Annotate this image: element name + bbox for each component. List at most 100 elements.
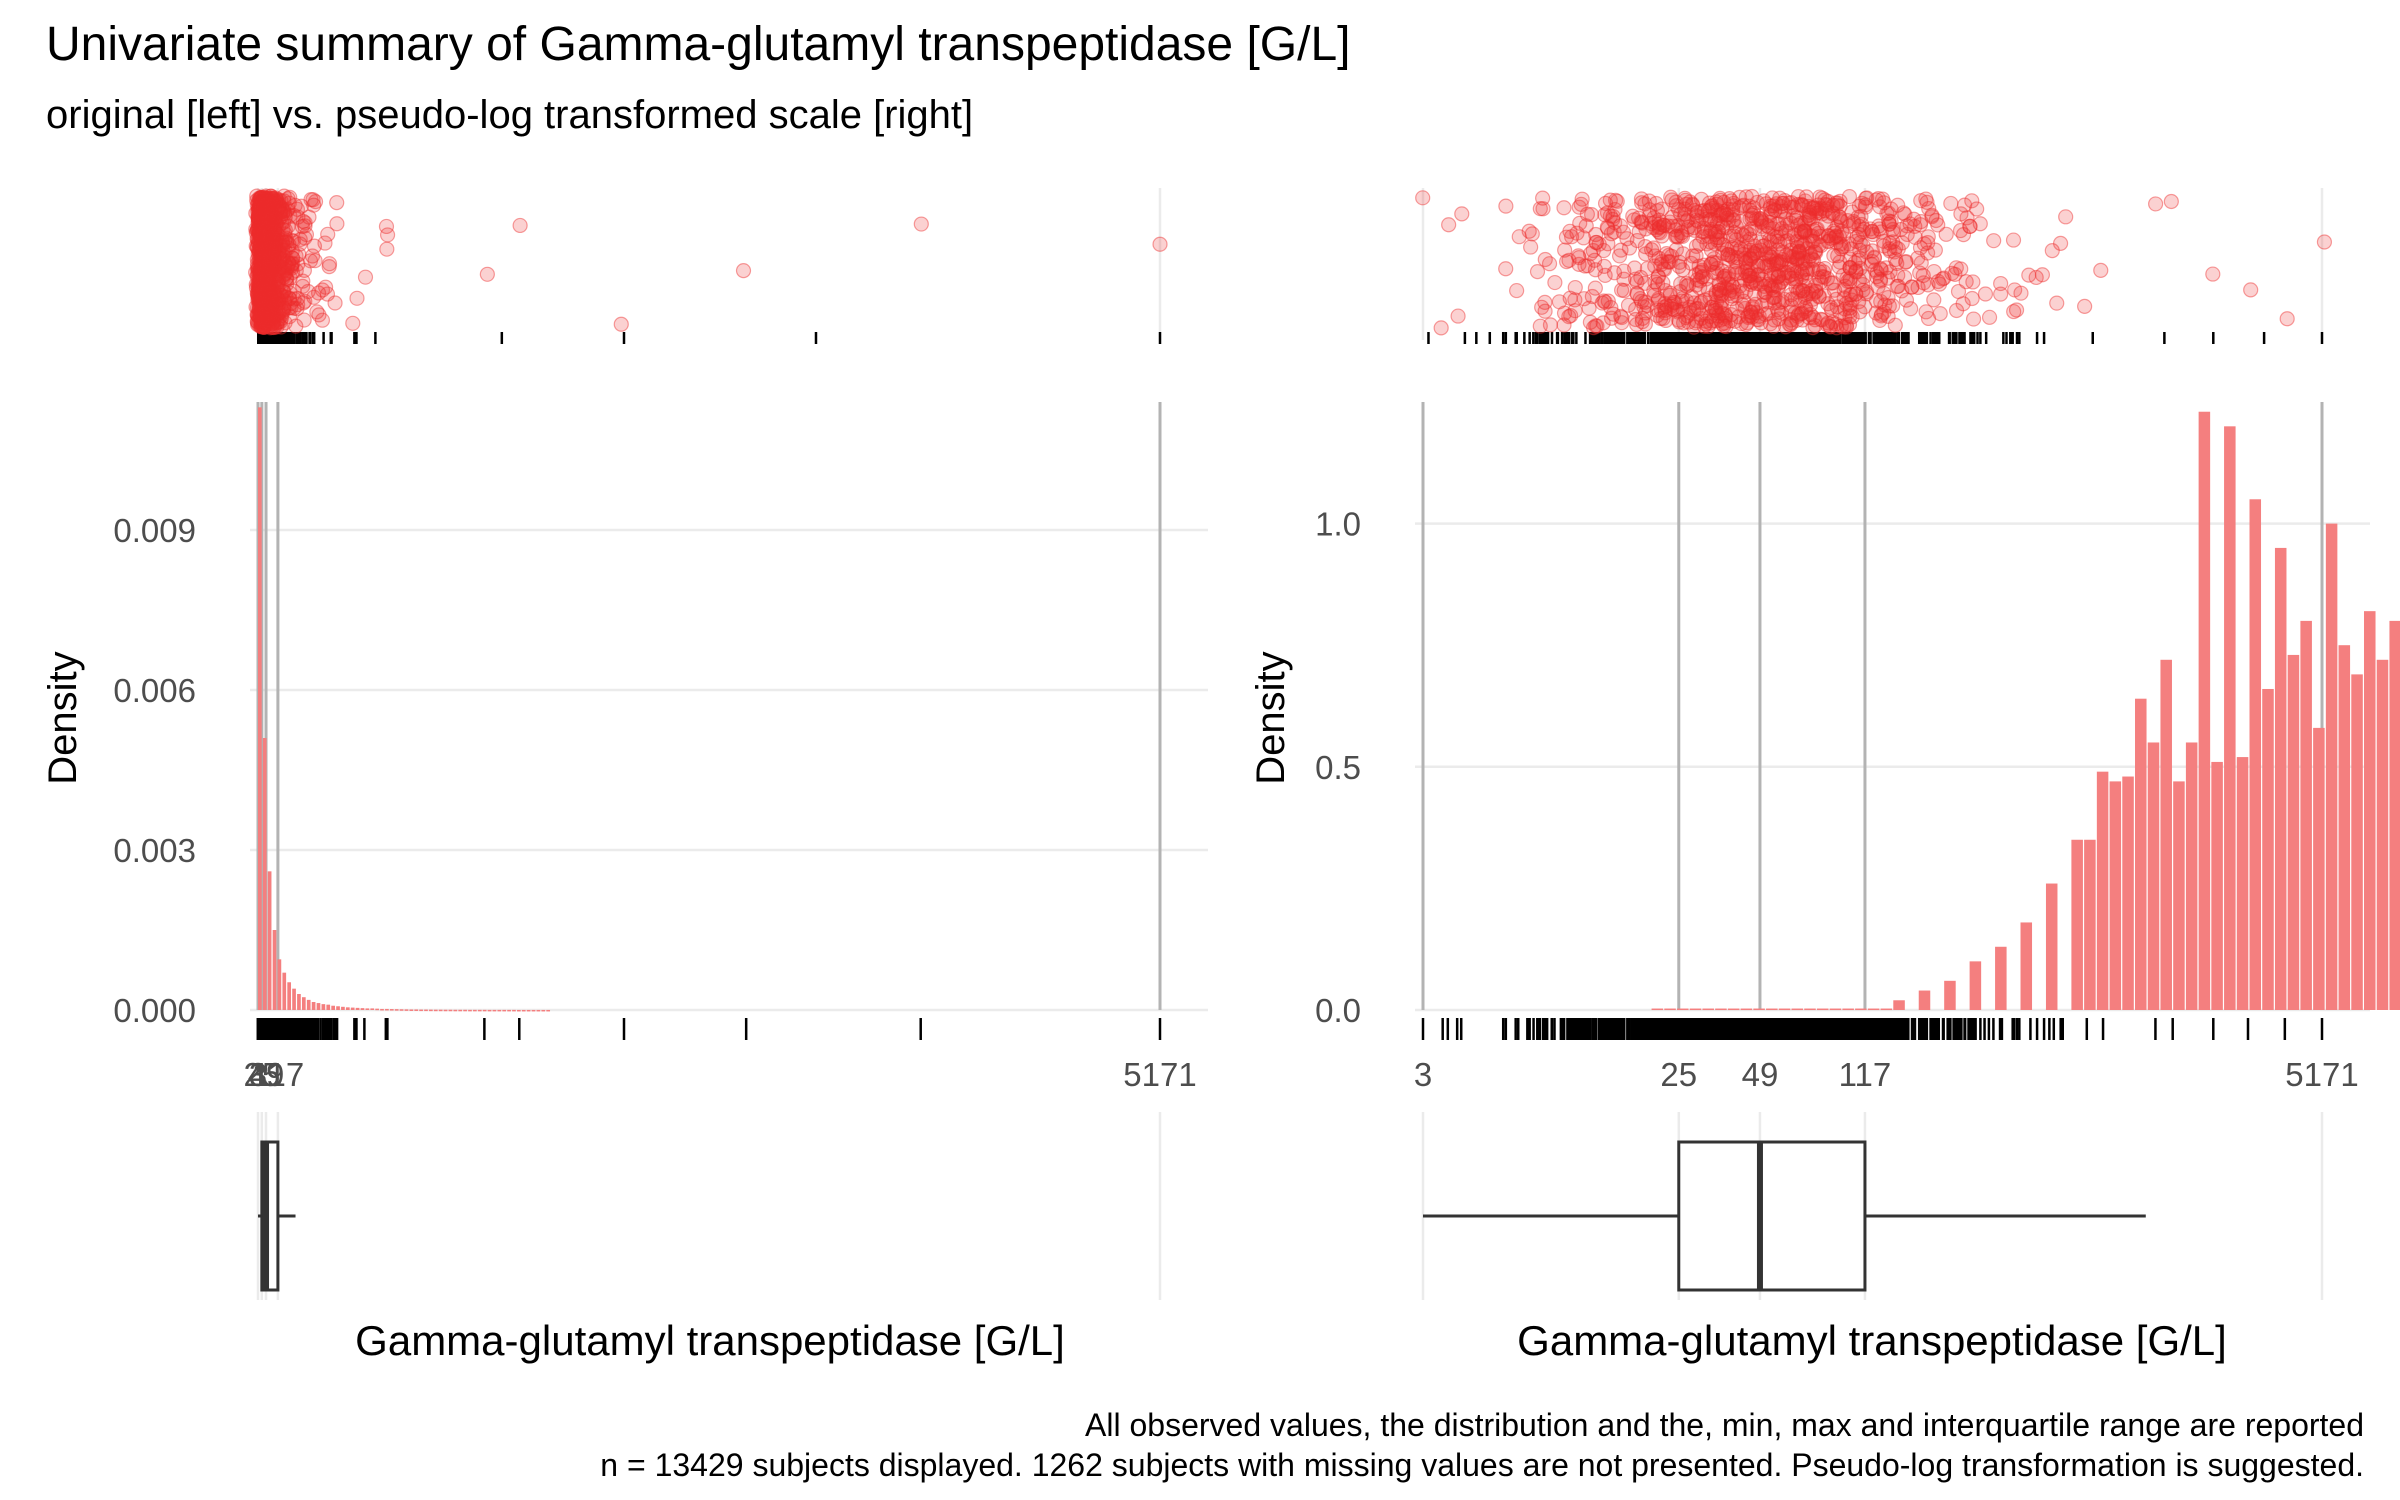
jitter-point xyxy=(258,231,274,247)
jitter-point xyxy=(321,259,337,275)
jitter-point xyxy=(254,217,270,233)
jitter-point xyxy=(264,227,281,243)
jitter-point xyxy=(1791,244,1807,260)
jitter-point xyxy=(256,294,273,310)
jitter-point xyxy=(2093,262,2109,278)
jitter-point xyxy=(252,221,268,237)
jitter-point xyxy=(314,282,331,298)
histogram-bar xyxy=(1995,946,2007,1010)
jitter-point xyxy=(264,196,280,212)
jitter-point xyxy=(254,228,270,245)
jitter-point xyxy=(297,215,313,231)
jitter-point xyxy=(256,219,273,235)
jitter-point xyxy=(260,283,276,300)
jitter-point xyxy=(253,206,269,222)
jitter-point xyxy=(255,202,271,218)
jitter-point xyxy=(259,221,275,237)
jitter-point xyxy=(357,269,374,285)
jitter-point xyxy=(1986,233,2002,249)
jitter-point xyxy=(1602,192,1618,208)
jitter-point xyxy=(254,228,270,244)
jitter-point xyxy=(249,192,265,209)
jitter-point xyxy=(252,214,269,230)
jitter-point xyxy=(260,308,277,324)
jitter-point xyxy=(268,255,284,272)
jitter-point xyxy=(1948,302,1965,319)
histogram-bar xyxy=(287,982,292,1010)
jitter-point xyxy=(1920,229,1936,245)
jitter-point xyxy=(270,305,286,321)
jitter-point xyxy=(280,201,296,217)
jitter-point xyxy=(255,264,271,281)
histogram-bar xyxy=(301,997,306,1010)
jitter-point xyxy=(257,228,273,244)
jitter-point xyxy=(251,200,267,216)
jitter-point xyxy=(252,306,268,322)
jitter-point xyxy=(249,251,265,267)
jitter-point xyxy=(277,315,293,331)
jitter-point xyxy=(1691,265,1708,281)
jitter-point xyxy=(286,300,302,316)
jitter-point xyxy=(261,240,277,256)
jitter-point xyxy=(258,190,274,206)
jitter-point xyxy=(262,296,278,312)
jitter-point xyxy=(279,276,295,292)
histogram-bar xyxy=(536,1009,541,1012)
jitter-point xyxy=(254,222,270,238)
jitter-point xyxy=(272,314,288,330)
jitter-point xyxy=(252,227,268,243)
histogram-bar xyxy=(311,1002,316,1010)
jitter-point xyxy=(262,253,279,269)
jitter-point xyxy=(253,234,270,250)
jitter-point xyxy=(1745,299,1761,315)
jitter-point xyxy=(1637,316,1653,332)
jitter-point xyxy=(735,263,752,279)
jitter-point xyxy=(251,213,267,229)
jitter-point xyxy=(249,313,265,329)
jitter-point xyxy=(256,294,272,310)
jitter-point xyxy=(264,319,280,335)
histogram-bar xyxy=(429,1009,433,1012)
jitter-point xyxy=(269,193,285,209)
jitter-point xyxy=(255,191,271,208)
jitter-point xyxy=(1700,281,1716,298)
jitter-point xyxy=(265,304,281,320)
jitter-point xyxy=(269,315,285,331)
jitter-point xyxy=(257,255,273,271)
jitter-point xyxy=(266,212,282,228)
jitter-point xyxy=(277,232,293,248)
jitter-point xyxy=(256,282,273,298)
histogram-bar xyxy=(2147,742,2160,1010)
histogram-bar xyxy=(2160,659,2172,1010)
jitter-point xyxy=(259,279,275,295)
jitter-point xyxy=(255,241,271,257)
jitter-point xyxy=(1654,254,1670,270)
jitter-point xyxy=(259,225,275,241)
histogram-bar xyxy=(350,1007,355,1010)
jitter-point xyxy=(267,319,283,335)
jitter-point xyxy=(321,256,338,272)
jitter-point xyxy=(254,247,271,264)
jitter-point xyxy=(265,295,281,312)
jitter-point xyxy=(258,295,274,311)
jitter-point xyxy=(255,289,271,305)
jitter-point xyxy=(253,295,269,312)
jitter-point xyxy=(349,290,365,306)
jitter-point xyxy=(258,300,274,316)
jitter-point xyxy=(257,285,273,301)
jitter-point xyxy=(256,309,272,325)
jitter-point xyxy=(265,288,282,304)
jitter-point xyxy=(259,293,275,309)
jitter-point xyxy=(262,190,279,206)
jitter-point xyxy=(1838,317,1855,333)
jitter-point xyxy=(1648,195,1664,212)
jitter-point xyxy=(292,231,308,248)
histogram-bar xyxy=(414,1009,419,1011)
jitter-point xyxy=(260,304,276,320)
jitter-point xyxy=(274,234,291,250)
jitter-point xyxy=(256,235,272,251)
jitter-point xyxy=(1768,256,1785,272)
jitter-point xyxy=(255,227,271,243)
jitter-point xyxy=(256,312,272,328)
histogram-bar xyxy=(2045,883,2058,1010)
